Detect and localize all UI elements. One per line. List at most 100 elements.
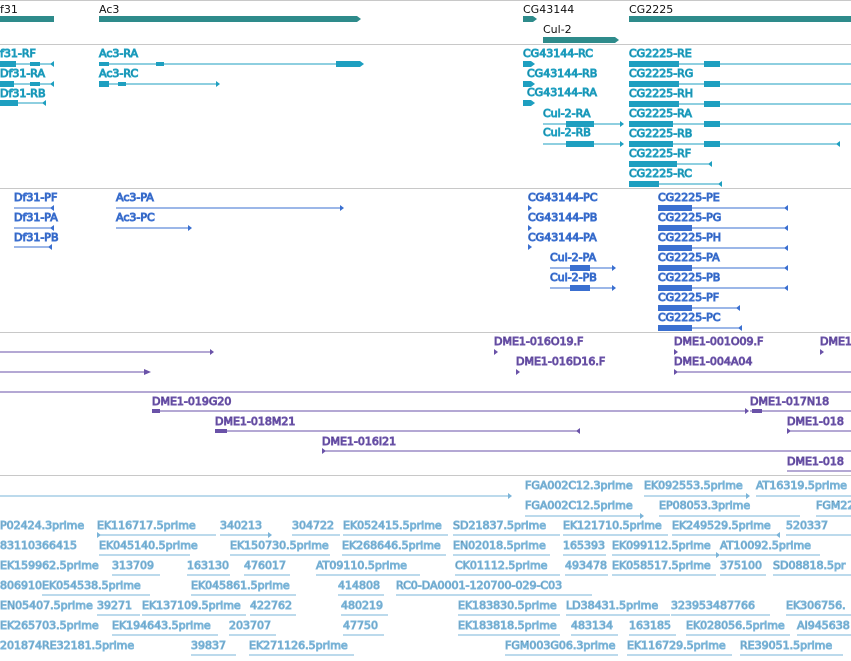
transcript-feature[interactable] bbox=[658, 245, 788, 251]
gene-feature[interactable]: CG43144 bbox=[523, 3, 574, 22]
transcript-feature[interactable] bbox=[523, 100, 535, 106]
transcript-feature[interactable] bbox=[528, 244, 532, 250]
feature-label: Ac3-PC bbox=[116, 211, 155, 224]
gene-bar[interactable] bbox=[629, 16, 851, 22]
est-feature[interactable] bbox=[672, 532, 780, 538]
transcript-feature[interactable] bbox=[528, 205, 532, 211]
feature-label: 47750 bbox=[343, 619, 378, 632]
feature-label: RC0-DA0001-120700-029-C03 bbox=[396, 579, 562, 592]
transcript-feature[interactable] bbox=[116, 205, 344, 211]
feature-label: EK150730.5prime bbox=[230, 539, 329, 552]
transcript-feature[interactable] bbox=[658, 265, 788, 271]
transcript-feature[interactable] bbox=[550, 265, 616, 271]
strand-arrow-icon bbox=[615, 37, 619, 43]
feature-label: DME1-018 bbox=[787, 415, 844, 428]
transcript-feature[interactable] bbox=[0, 100, 46, 106]
transcript-feature[interactable] bbox=[14, 225, 54, 231]
strand-arrow-icon bbox=[533, 16, 537, 22]
gene-bar[interactable] bbox=[0, 16, 54, 22]
transcript-feature[interactable] bbox=[629, 121, 851, 127]
transcript-feature[interactable] bbox=[629, 81, 851, 87]
feature-label: EK183830.5prime bbox=[458, 599, 557, 612]
transcript-feature[interactable] bbox=[116, 225, 192, 231]
clone-feature[interactable] bbox=[674, 349, 678, 355]
transcript-feature[interactable] bbox=[658, 305, 740, 311]
feature-label: Df31-PB bbox=[14, 231, 59, 244]
feature-label: CG2225-PC bbox=[658, 311, 721, 324]
transcript-feature[interactable] bbox=[658, 225, 788, 231]
feature-label: EK052415.5prime bbox=[343, 519, 442, 532]
clone-feature[interactable] bbox=[152, 408, 749, 414]
feature-label: 323953487766 bbox=[671, 599, 755, 612]
feature-label: Df31-RA bbox=[0, 67, 46, 80]
clone-feature[interactable] bbox=[787, 428, 851, 434]
transcript-feature[interactable] bbox=[14, 244, 52, 250]
feature-label: EP08053.3prime bbox=[659, 499, 750, 512]
est-feature[interactable] bbox=[644, 493, 750, 499]
clone-feature[interactable] bbox=[750, 409, 851, 413]
transcript-feature[interactable] bbox=[543, 121, 624, 127]
feature-label: CG2225-RG bbox=[629, 67, 693, 80]
transcript-feature[interactable] bbox=[99, 81, 220, 87]
transcript-feature[interactable] bbox=[528, 225, 532, 231]
est-feature[interactable] bbox=[612, 552, 720, 558]
clone-feature[interactable] bbox=[674, 369, 851, 375]
feature-label: Ac3 bbox=[99, 3, 119, 16]
feature-label: CG2225-RF bbox=[629, 147, 691, 160]
feature-label: SD08818.5pr bbox=[773, 559, 846, 572]
transcript-feature[interactable] bbox=[658, 325, 742, 331]
feature-label: 39837 bbox=[191, 639, 226, 652]
transcript-feature[interactable] bbox=[0, 61, 54, 67]
feature-label: 313709 bbox=[112, 559, 154, 572]
transcript-feature[interactable] bbox=[629, 181, 722, 187]
feature-label: 483134 bbox=[571, 619, 613, 632]
gene-feature[interactable]: f31 bbox=[0, 3, 54, 22]
feature-label: DME1-019G20 bbox=[152, 395, 231, 408]
gene-bar[interactable] bbox=[523, 16, 533, 22]
feature-label: CG2225-RA bbox=[629, 107, 692, 120]
gene-feature[interactable]: CG2225 bbox=[629, 3, 851, 22]
gene-bar[interactable] bbox=[543, 37, 615, 43]
transcript-feature[interactable] bbox=[523, 61, 535, 67]
clone-feature[interactable] bbox=[322, 448, 851, 454]
clone-feature[interactable] bbox=[215, 428, 580, 434]
est-feature[interactable] bbox=[220, 532, 272, 538]
feature-label: EK249529.5prime bbox=[672, 519, 771, 532]
feature-label: SD21837.5prime bbox=[453, 519, 546, 532]
transcript-feature[interactable] bbox=[543, 141, 624, 147]
feature-label: AT09110.5prime bbox=[316, 559, 407, 572]
feature-label: CG43144-RA bbox=[527, 86, 597, 99]
clone-feature[interactable] bbox=[494, 349, 498, 355]
transcript-feature[interactable] bbox=[14, 205, 54, 211]
est-feature[interactable] bbox=[97, 532, 216, 538]
transcript-feature[interactable] bbox=[629, 161, 712, 167]
feature-label: EK028056.5prime bbox=[686, 619, 785, 632]
est-feature[interactable] bbox=[0, 493, 512, 499]
feature-label: 493478 bbox=[565, 559, 607, 572]
refseq-transcript-track: Df31-PF Df31-PA Df31-PB Ac3-PA Ac3-PC CG… bbox=[14, 191, 788, 331]
transcript-feature[interactable] bbox=[658, 285, 788, 291]
transcript-feature[interactable] bbox=[629, 61, 851, 67]
feature-label: Df31-RB bbox=[0, 87, 46, 100]
transcript-feature[interactable] bbox=[0, 81, 54, 87]
feature-label: CG43144-RC bbox=[523, 47, 593, 60]
transcript-feature[interactable] bbox=[523, 81, 535, 87]
feature-label: DME1-018M21 bbox=[215, 415, 295, 428]
clone-feature[interactable] bbox=[0, 369, 151, 375]
gene-feature[interactable]: Cul-2 bbox=[543, 23, 619, 43]
feature-label: CG2225-PE bbox=[658, 191, 720, 204]
clone-feature[interactable] bbox=[516, 369, 520, 375]
transcript-feature[interactable] bbox=[99, 61, 364, 67]
transcript-feature[interactable] bbox=[658, 205, 788, 211]
clone-feature[interactable] bbox=[0, 349, 214, 355]
transcript-feature[interactable] bbox=[629, 101, 851, 107]
feature-label: FGA002C12.5prime bbox=[525, 499, 633, 512]
est-feature[interactable] bbox=[525, 513, 644, 519]
transcript-feature[interactable] bbox=[629, 141, 840, 147]
gene-bar[interactable] bbox=[99, 16, 357, 22]
transcript-feature[interactable] bbox=[550, 285, 616, 291]
clone-feature[interactable] bbox=[820, 349, 824, 355]
feature-label: EK099112.5prime bbox=[612, 539, 711, 552]
feature-label: DME1-016D16.F bbox=[516, 355, 605, 368]
gene-feature[interactable]: Ac3 bbox=[99, 3, 361, 22]
